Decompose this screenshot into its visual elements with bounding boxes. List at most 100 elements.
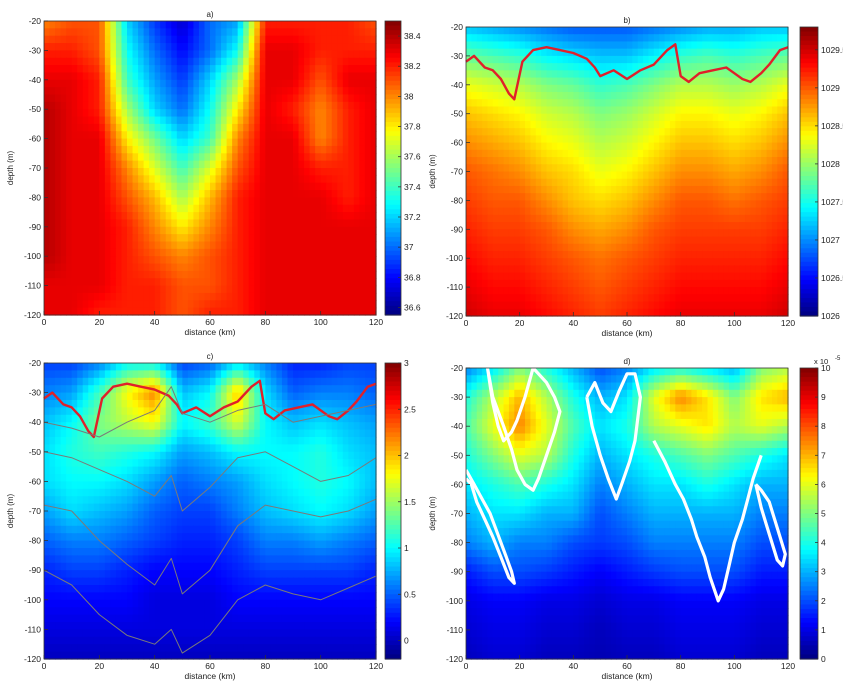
heatmap-cell — [686, 41, 692, 49]
heatmap-cell — [520, 27, 526, 35]
heatmap-cell — [155, 131, 161, 139]
heatmap-cell — [675, 27, 681, 35]
heatmap-cell — [116, 95, 122, 103]
heatmap-cell — [648, 164, 654, 172]
heatmap-cell — [536, 172, 542, 180]
heatmap-cell — [199, 95, 205, 103]
heatmap-cell — [606, 222, 612, 230]
heatmap-cell — [133, 161, 139, 169]
heatmap-cell — [579, 193, 585, 201]
heatmap-cell — [595, 135, 601, 143]
heatmap-cell — [579, 63, 585, 71]
y-tick-label: -110 — [447, 282, 464, 292]
heatmap-cell — [171, 271, 177, 279]
heatmap-cell — [579, 244, 585, 252]
heatmap-cell — [354, 242, 360, 250]
heatmap-cell — [477, 41, 483, 49]
heatmap-cell — [681, 237, 687, 245]
heatmap-cell — [471, 302, 477, 310]
heatmap-cell — [99, 286, 105, 294]
heatmap-cell — [166, 36, 172, 44]
heatmap-cell — [72, 205, 78, 213]
y-tick-label: -100 — [24, 251, 41, 261]
heatmap-cell — [365, 183, 371, 191]
heatmap-cell — [616, 186, 622, 194]
heatmap-cell — [643, 49, 649, 57]
heatmap-cell — [573, 63, 579, 71]
heatmap-cell — [563, 135, 569, 143]
heatmap-cell — [304, 293, 310, 301]
heatmap-cell — [584, 215, 590, 223]
heatmap-cell — [149, 161, 155, 169]
heatmap-cell — [638, 157, 644, 165]
heatmap-cell — [77, 256, 83, 264]
heatmap-cell — [155, 205, 161, 213]
heatmap-cell — [127, 80, 133, 88]
heatmap-cell — [697, 34, 703, 42]
heatmap-cell — [541, 56, 547, 64]
heatmap-cell — [121, 205, 127, 213]
heatmap-cell — [204, 264, 210, 272]
heatmap-cell — [686, 172, 692, 180]
heatmap-cell — [276, 278, 282, 286]
heatmap-cell — [627, 121, 633, 129]
heatmap-cell — [88, 58, 94, 66]
heatmap-cell — [606, 41, 612, 49]
heatmap-cell — [584, 258, 590, 266]
heatmap-cell — [525, 229, 531, 237]
heatmap-cell — [337, 72, 343, 80]
heatmap-cell — [276, 227, 282, 235]
heatmap-cell — [315, 153, 321, 161]
heatmap-cell — [315, 72, 321, 80]
heatmap-cell — [740, 114, 746, 122]
heatmap-cell — [55, 43, 61, 51]
heatmap-cell — [61, 234, 67, 242]
heatmap-cell — [155, 308, 161, 316]
heatmap-cell — [584, 99, 590, 107]
heatmap-cell — [616, 222, 622, 230]
heatmap-cell — [359, 153, 365, 161]
heatmap-cell — [611, 128, 617, 136]
heatmap-cell — [536, 34, 542, 42]
heatmap-cell — [477, 150, 483, 158]
heatmap-cell — [761, 128, 767, 136]
heatmap-cell — [254, 293, 260, 301]
heatmap-cell — [686, 157, 692, 165]
heatmap-cell — [94, 146, 100, 154]
heatmap-cell — [166, 65, 172, 73]
heatmap-cell — [611, 85, 617, 93]
heatmap-cell — [471, 92, 477, 100]
heatmap-cell — [50, 300, 56, 308]
heatmap-cell — [193, 28, 199, 36]
heatmap-cell — [708, 200, 714, 208]
heatmap-cell — [493, 41, 499, 49]
heatmap-cell — [155, 146, 161, 154]
heatmap-cell — [55, 168, 61, 176]
heatmap-cell — [238, 95, 244, 103]
colorbar-swatch — [385, 301, 401, 306]
heatmap-cell — [66, 264, 72, 272]
heatmap-cell — [160, 28, 166, 36]
heatmap-cell — [482, 280, 488, 288]
heatmap-cell — [160, 65, 166, 73]
heatmap-cell — [552, 237, 558, 245]
heatmap-cell — [708, 222, 714, 230]
heatmap-cell — [315, 146, 321, 154]
heatmap-cell — [466, 294, 472, 302]
heatmap-cell — [525, 172, 531, 180]
heatmap-cell — [627, 208, 633, 216]
heatmap-cell — [83, 161, 89, 169]
heatmap-cell — [354, 117, 360, 125]
heatmap-cell — [632, 106, 638, 114]
heatmap-cell — [498, 273, 504, 281]
heatmap-cell — [254, 190, 260, 198]
heatmap-cell — [204, 102, 210, 110]
heatmap-cell — [654, 150, 660, 158]
heatmap-cell — [654, 92, 660, 100]
heatmap-cell — [477, 49, 483, 57]
heatmap-cell — [638, 150, 644, 158]
heatmap-cell — [600, 179, 606, 187]
heatmap-cell — [133, 278, 139, 286]
heatmap-cell — [72, 271, 78, 279]
heatmap-cell — [293, 109, 299, 117]
